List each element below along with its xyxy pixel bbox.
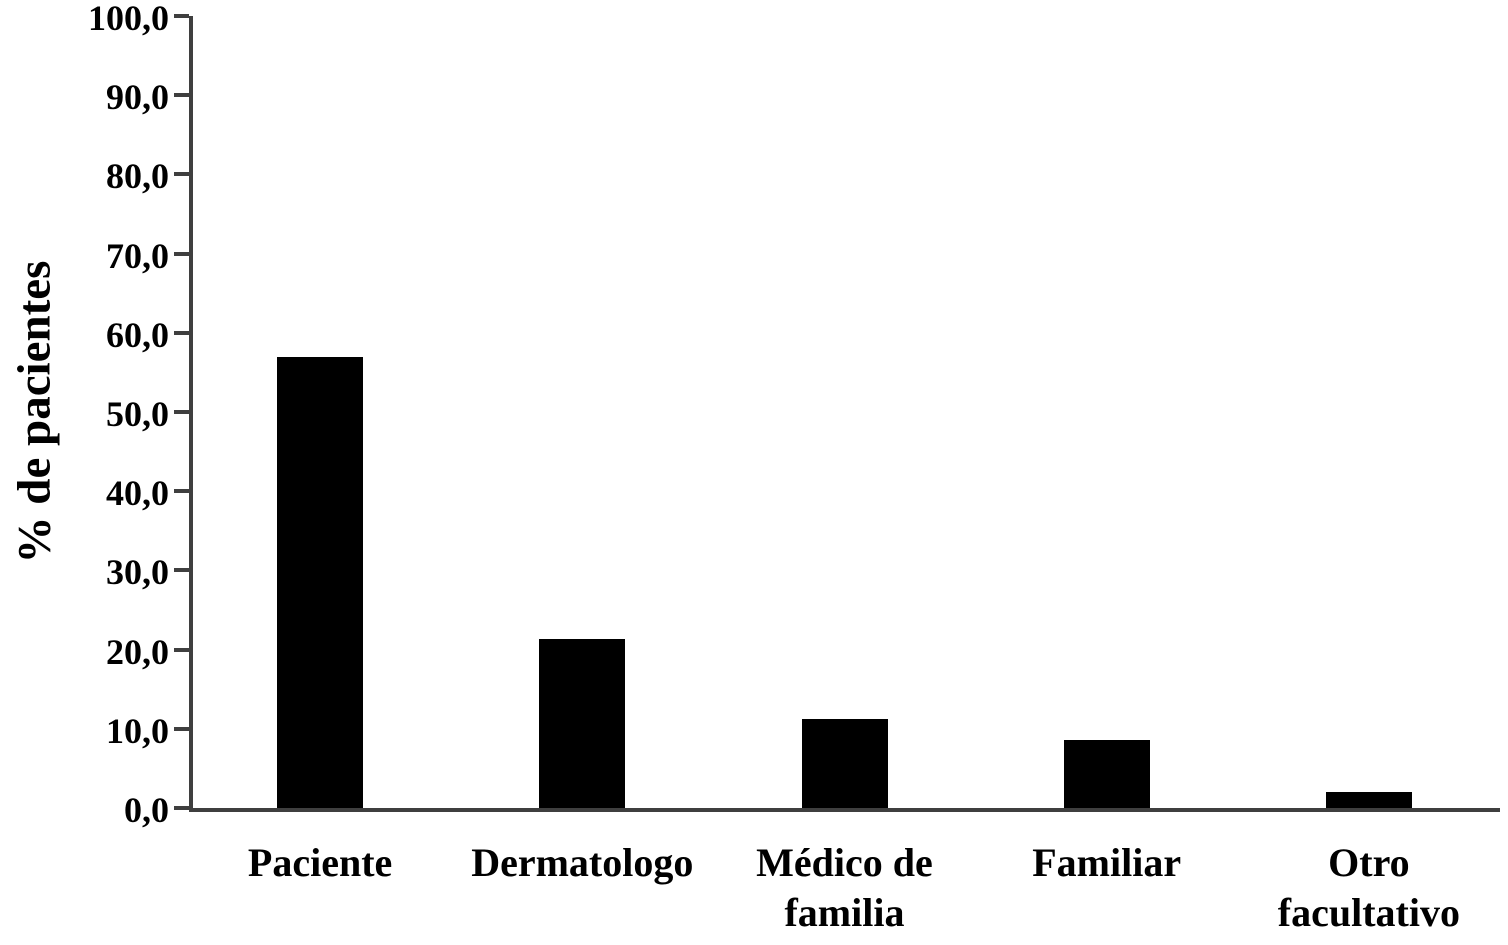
x-category-label: Paciente [247,840,393,885]
y-tick-label: 10,0 [106,710,169,751]
y-tick-label: 40,0 [106,473,169,514]
y-tick-label: 20,0 [106,631,169,672]
bar-otro-facultativo [1325,792,1412,808]
y-tick-mark [174,93,189,98]
y-tick-mark [174,647,189,652]
y-tick-mark [174,14,189,18]
y-tick-mark [174,172,189,177]
y-tick-label: 90,0 [106,77,169,118]
plot-area: 0,0 10,0 20,0 30,0 40,0 50,0 60,0 70,0 80,0 90,0 1… [88,0,1500,830]
bar-paciente [277,356,364,808]
y-tick-mark [174,568,189,573]
y-tick-label: 80,0 [106,156,169,197]
y-tick-label: 50,0 [106,394,169,434]
y-tick-label: 30,0 [106,552,169,593]
y-axis-line [189,16,193,812]
x-category-label: Médico de familia [756,840,933,935]
bar-m-dico-de-familia [801,718,888,808]
y-tick-mark [174,410,189,414]
y-tick-label: 100,0 [88,0,169,38]
y-tick-label: 0,0 [124,790,169,830]
x-category-label: Otro facultativo [1277,840,1460,935]
y-tick-mark [174,806,189,810]
x-category-label: Dermatologo [471,840,694,885]
bar-dermatologo [539,639,626,808]
y-tick-mark [174,726,189,731]
bar-familiar [1063,739,1150,808]
y-tick-label: 60,0 [106,314,169,355]
y-tick-label: 70,0 [106,235,169,276]
y-tick-mark [174,489,189,494]
y-tick-mark [174,330,189,335]
y-tick-mark [174,251,189,256]
x-axis-line [189,808,1500,812]
x-category-label: Familiar [1032,840,1182,885]
